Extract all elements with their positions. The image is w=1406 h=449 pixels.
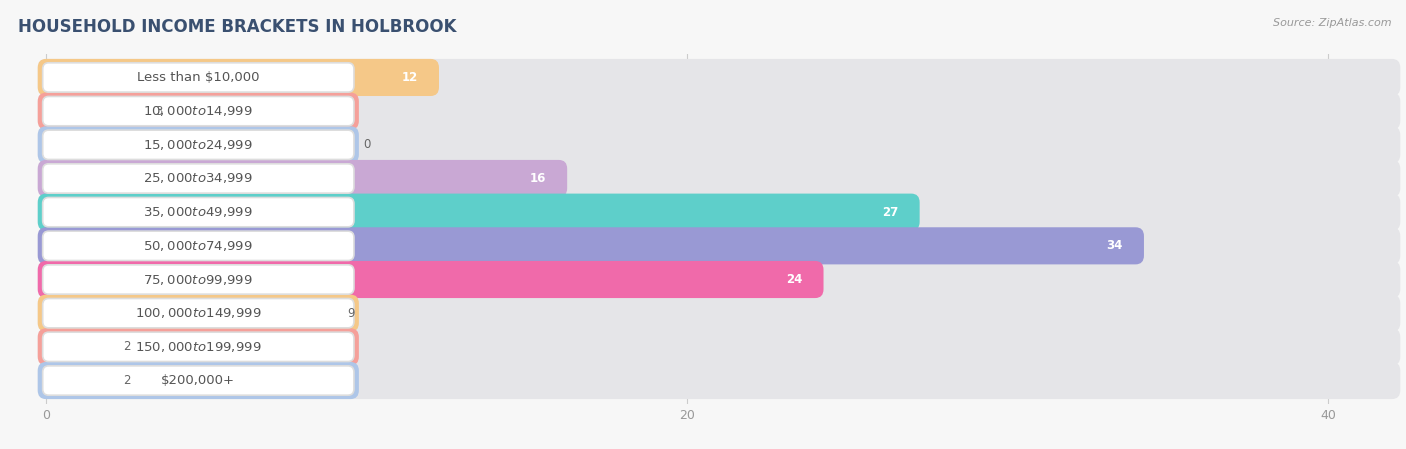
- Text: 16: 16: [530, 172, 546, 185]
- FancyBboxPatch shape: [38, 295, 359, 332]
- Text: 12: 12: [402, 71, 418, 84]
- Text: 0: 0: [363, 138, 371, 151]
- FancyBboxPatch shape: [38, 126, 359, 163]
- FancyBboxPatch shape: [42, 265, 354, 294]
- Text: $50,000 to $74,999: $50,000 to $74,999: [143, 239, 253, 253]
- FancyBboxPatch shape: [42, 164, 354, 193]
- Text: 9: 9: [347, 307, 354, 320]
- FancyBboxPatch shape: [42, 63, 354, 92]
- Text: $35,000 to $49,999: $35,000 to $49,999: [143, 205, 253, 219]
- FancyBboxPatch shape: [38, 126, 1400, 163]
- FancyBboxPatch shape: [42, 198, 354, 227]
- FancyBboxPatch shape: [38, 362, 359, 399]
- Text: 27: 27: [882, 206, 898, 219]
- FancyBboxPatch shape: [38, 92, 359, 130]
- FancyBboxPatch shape: [38, 227, 1400, 264]
- FancyBboxPatch shape: [38, 261, 1400, 298]
- FancyBboxPatch shape: [38, 227, 1144, 264]
- FancyBboxPatch shape: [38, 362, 1400, 399]
- FancyBboxPatch shape: [38, 328, 359, 365]
- FancyBboxPatch shape: [38, 160, 1400, 197]
- FancyBboxPatch shape: [42, 299, 354, 328]
- Text: 24: 24: [786, 273, 803, 286]
- FancyBboxPatch shape: [42, 231, 354, 260]
- FancyBboxPatch shape: [42, 332, 354, 361]
- Text: Less than $10,000: Less than $10,000: [136, 71, 260, 84]
- FancyBboxPatch shape: [38, 160, 567, 197]
- FancyBboxPatch shape: [38, 59, 1400, 96]
- FancyBboxPatch shape: [38, 194, 1400, 231]
- Text: HOUSEHOLD INCOME BRACKETS IN HOLBROOK: HOUSEHOLD INCOME BRACKETS IN HOLBROOK: [18, 18, 457, 36]
- FancyBboxPatch shape: [42, 130, 354, 159]
- FancyBboxPatch shape: [38, 328, 1400, 365]
- Text: $10,000 to $14,999: $10,000 to $14,999: [143, 104, 253, 118]
- FancyBboxPatch shape: [42, 366, 354, 395]
- FancyBboxPatch shape: [38, 295, 1400, 332]
- Text: $75,000 to $99,999: $75,000 to $99,999: [143, 273, 253, 286]
- Text: $150,000 to $199,999: $150,000 to $199,999: [135, 340, 262, 354]
- Text: $25,000 to $34,999: $25,000 to $34,999: [143, 172, 253, 185]
- Text: $15,000 to $24,999: $15,000 to $24,999: [143, 138, 253, 152]
- Text: $100,000 to $149,999: $100,000 to $149,999: [135, 306, 262, 320]
- Text: Source: ZipAtlas.com: Source: ZipAtlas.com: [1274, 18, 1392, 28]
- Text: 34: 34: [1107, 239, 1123, 252]
- Text: 2: 2: [122, 340, 131, 353]
- FancyBboxPatch shape: [38, 261, 824, 298]
- Text: 2: 2: [122, 374, 131, 387]
- FancyBboxPatch shape: [38, 92, 1400, 130]
- FancyBboxPatch shape: [42, 97, 354, 126]
- Text: $200,000+: $200,000+: [162, 374, 235, 387]
- FancyBboxPatch shape: [38, 194, 920, 231]
- Text: 3: 3: [155, 105, 163, 118]
- FancyBboxPatch shape: [38, 59, 439, 96]
